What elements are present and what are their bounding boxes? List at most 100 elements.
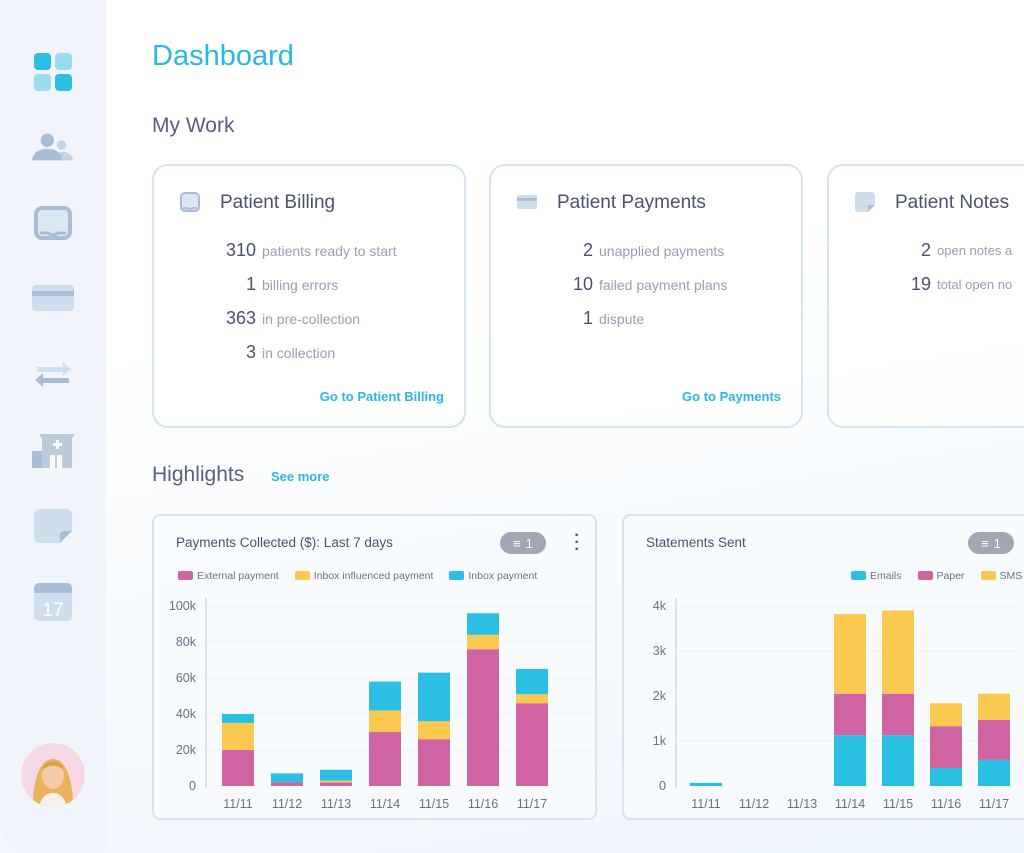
legend-label: Paper <box>936 570 965 582</box>
go-to-payments-link[interactable]: Go to Payments <box>682 389 781 404</box>
filter-count: 1 <box>525 535 533 551</box>
y-tick-label: 4k <box>653 599 667 613</box>
bar-segment-emails <box>834 735 866 786</box>
sidebar: 17 <box>0 0 106 853</box>
calendar-icon: 17 <box>34 583 72 621</box>
stat-row: 3 in collection <box>154 342 464 366</box>
credit-card-icon <box>32 285 74 311</box>
bar-segment-emails <box>690 782 722 786</box>
legend-item[interactable]: Emails <box>851 570 902 582</box>
stat-value: 1 <box>582 308 593 328</box>
y-tick-label: 20k <box>176 743 197 757</box>
bar-segment-sms <box>834 614 866 694</box>
stat-value: 10 <box>572 274 593 294</box>
x-tick-label: 11/12 <box>739 797 769 811</box>
legend-item[interactable]: Inbox influenced payment <box>294 570 434 582</box>
legend-label: Emails <box>870 570 902 582</box>
stat-value: 310 <box>225 240 256 260</box>
sidebar-item-facilities[interactable] <box>32 430 74 472</box>
x-tick-label: 11/16 <box>931 797 961 811</box>
legend-item[interactable]: External payment <box>178 570 279 582</box>
y-tick-label: 60k <box>176 671 197 685</box>
go-to-patient-billing-link[interactable]: Go to Patient Billing <box>319 389 444 404</box>
stat-value: 19 <box>910 274 931 294</box>
stat-label: failed payment plans <box>599 277 728 293</box>
chart-legend: Emails Paper SMS <box>851 570 1022 582</box>
legend-item[interactable]: Paper <box>917 570 965 582</box>
stat-label: open notes a <box>937 243 1013 258</box>
bar-segment-inbox-payment <box>222 714 254 723</box>
my-work-heading: My Work <box>152 114 235 137</box>
legend-item[interactable]: SMS <box>980 570 1022 582</box>
stat-value: 2 <box>920 240 931 260</box>
stat-label: patients ready to start <box>262 243 397 259</box>
bar-segment-emails <box>882 735 914 786</box>
avatar[interactable] <box>21 743 85 807</box>
card-title: Patient Notes <box>895 192 1010 213</box>
card-title: Patient Payments <box>557 192 706 213</box>
filter-button[interactable]: ≡ 1 <box>500 532 546 554</box>
bar-segment-inbox-influenced-payment <box>467 634 499 650</box>
x-tick-label: 11/17 <box>979 797 1009 811</box>
sidebar-item-billing[interactable] <box>32 202 74 244</box>
more-options-icon[interactable]: · · · <box>574 527 580 558</box>
y-tick-label: 40k <box>176 707 197 721</box>
legend-label: Inbox influenced payment <box>313 570 434 582</box>
stat-label: dispute <box>599 311 645 327</box>
page-title: Dashboard <box>152 40 294 72</box>
bar-segment-emails <box>930 768 962 786</box>
sticky-note-icon <box>34 509 72 543</box>
y-tick-label: 1k <box>653 734 667 748</box>
stat-label: billing errors <box>262 277 339 293</box>
x-tick-label: 11/11 <box>223 797 252 811</box>
y-tick-label: 80k <box>176 635 197 649</box>
sidebar-item-payments[interactable] <box>32 277 74 319</box>
bar-segment-sms <box>930 703 962 727</box>
filter-count: 1 <box>993 535 1001 551</box>
bar-segment-inbox-payment <box>271 773 303 783</box>
bar-segment-inbox-payment <box>418 672 450 722</box>
sidebar-item-patients[interactable] <box>32 126 74 168</box>
statements-sent-chart: 0 1k 2k 3k 4k 11/11 11/12 11/13 11/14 11/15 11/16 1… <box>653 598 1020 811</box>
inbox-icon <box>34 206 72 240</box>
bar-segment-inbox-influenced-payment <box>516 694 548 704</box>
bar-segment-inbox-payment <box>369 681 401 711</box>
bar-segment-sms <box>978 693 1010 720</box>
sidebar-item-notes[interactable] <box>32 505 74 547</box>
payments-collected-chart-card: Payments Collected ($): Last 7 days ≡ 1 ·… <box>152 514 597 820</box>
bar-segment-paper <box>978 719 1010 760</box>
y-tick-label: 3k <box>653 644 667 658</box>
sidebar-item-transfers[interactable] <box>32 354 74 396</box>
patient-payments-card: Patient Payments 2 unapplied payments 10 f… <box>489 164 803 428</box>
payments-collected-chart: 0 20k 40k 60k 80k 100k 11/11 11/12 11/13 11/14 11/… <box>169 598 591 811</box>
legend-swatch <box>178 571 193 580</box>
legend-swatch <box>449 571 465 580</box>
see-more-link[interactable]: See more <box>271 469 330 484</box>
sidebar-item-calendar[interactable]: 17 <box>32 581 74 623</box>
sidebar-item-dashboard[interactable] <box>32 51 74 93</box>
bar-segment-inbox-influenced-payment <box>369 710 401 732</box>
legend-label: Inbox payment <box>468 570 538 582</box>
highlights-heading: Highlights <box>152 463 245 486</box>
stat-label: in pre-collection <box>262 311 361 327</box>
stat-label: total open no <box>937 277 1013 292</box>
bar-segment-external-payment <box>467 649 499 786</box>
legend-swatch <box>294 571 310 580</box>
stat-row: 363 in pre-collection <box>154 308 464 332</box>
stat-value: 363 <box>225 308 256 328</box>
bar-segment-sms <box>882 610 914 694</box>
arrows-exchange-icon <box>35 362 71 387</box>
inbox-icon <box>180 192 200 212</box>
bar-segment-inbox-influenced-payment <box>418 721 450 740</box>
bar-segment-inbox-influenced-payment <box>222 723 254 750</box>
chart-legend: External payment Inbox influenced paymen… <box>178 570 537 582</box>
stat-row: 1 dispute <box>491 308 801 332</box>
legend-swatch <box>980 571 996 580</box>
bar-segment-inbox-payment <box>467 613 499 635</box>
legend-item[interactable]: Inbox payment <box>449 570 537 582</box>
hospital-icon <box>32 434 74 468</box>
user-photo-icon <box>33 759 73 807</box>
chart-title: Payments Collected ($): Last 7 days <box>176 535 393 550</box>
stat-value: 1 <box>245 274 256 294</box>
filter-button[interactable]: ≡ 1 <box>968 532 1014 554</box>
